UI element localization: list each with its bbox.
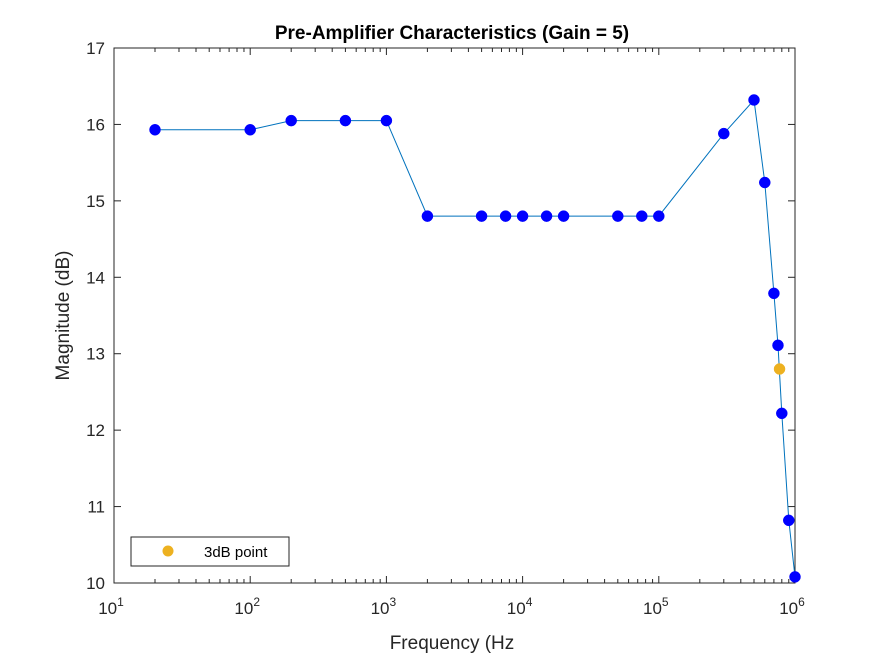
- x-tick-label: 106: [779, 595, 805, 618]
- x-tick-label: 103: [371, 595, 397, 618]
- x-tick-base: 10: [643, 599, 662, 618]
- data-point: [748, 94, 760, 106]
- data-point: [516, 210, 529, 222]
- x-tick-label: 104: [507, 595, 533, 618]
- data-point: [772, 339, 784, 352]
- data-point: [244, 124, 256, 136]
- x-tick-label: 105: [643, 595, 669, 618]
- y-axis-label: Magnitude (dB): [53, 251, 74, 381]
- data-point: [380, 114, 393, 127]
- chart-title: Pre-Amplifier Characteristics (Gain = 5): [275, 23, 629, 44]
- data-point: [475, 210, 488, 222]
- data-point: [557, 210, 570, 222]
- legend-marker: [162, 545, 174, 557]
- y-tick-label: 10: [86, 574, 105, 593]
- legend-label: 3dB point: [204, 544, 268, 561]
- x-tick-base: 10: [507, 599, 526, 618]
- y-tick-label: 15: [86, 192, 105, 211]
- y-tick-label: 17: [86, 39, 105, 58]
- legend: 3dB point: [130, 536, 290, 567]
- data-point: [285, 114, 297, 127]
- series-line: [155, 98, 796, 577]
- x-tick-exponent: 1: [117, 595, 124, 609]
- data-point: [718, 127, 730, 140]
- data-point: [339, 114, 352, 127]
- x-tick-base: 10: [98, 599, 117, 618]
- y-tick-label: 13: [86, 345, 105, 364]
- data-point: [776, 407, 788, 420]
- legend-box: [130, 536, 290, 567]
- data-point: [540, 210, 553, 222]
- x-tick-label: 101: [98, 595, 124, 618]
- data-point: [636, 210, 648, 222]
- x-tick-exponent: 2: [253, 595, 260, 609]
- data-point: [653, 210, 665, 222]
- y-tick-label: 16: [86, 115, 105, 134]
- x-tick-exponent: 6: [798, 595, 805, 609]
- data-point: [789, 571, 801, 583]
- data-point: [421, 210, 434, 222]
- x-tick-exponent: 4: [526, 595, 533, 609]
- data-point: [759, 176, 771, 189]
- data-point: [768, 287, 780, 300]
- x-tick-label: 102: [234, 595, 260, 618]
- y-tick-label: 11: [87, 498, 105, 517]
- y-tick-label: 14: [86, 268, 105, 287]
- x-axis-label: Frequency (Hz: [390, 633, 515, 654]
- x-tick-exponent: 5: [662, 595, 669, 609]
- x-tick-base: 10: [234, 599, 253, 618]
- three-db-point: [773, 363, 786, 375]
- x-tick-base: 10: [779, 599, 798, 618]
- x-tick-exponent: 3: [390, 595, 397, 609]
- y-tick-label: 12: [86, 421, 105, 440]
- data-point: [499, 210, 512, 222]
- data-point: [783, 514, 795, 527]
- data-point: [149, 124, 161, 136]
- x-tick-base: 10: [371, 599, 390, 618]
- axes-box: [113, 47, 796, 584]
- data-point: [612, 210, 624, 222]
